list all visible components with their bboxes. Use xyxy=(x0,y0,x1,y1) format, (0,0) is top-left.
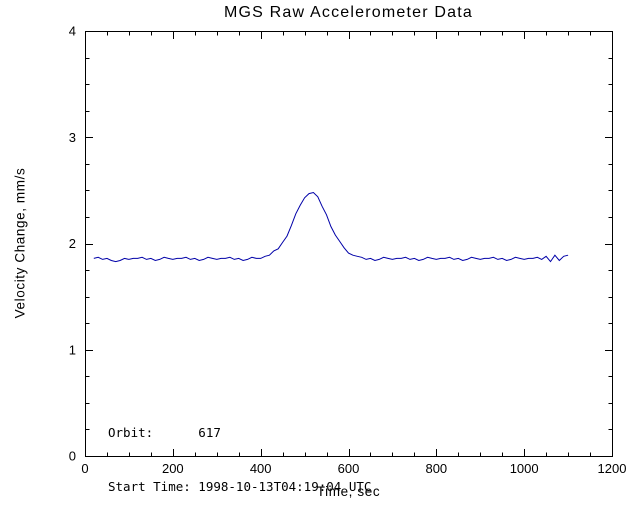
y-axis-label: Velocity Change, mm/s xyxy=(12,167,28,319)
annotations-block: Orbit: 617 Start Time: 1998-10-13T04:19:… xyxy=(108,388,371,512)
y-tick-label: 3 xyxy=(69,130,76,145)
x-tick-label: 1200 xyxy=(598,461,627,476)
y-tick-label: 1 xyxy=(69,342,76,357)
data-line xyxy=(93,191,569,263)
orbit-annotation: Orbit: 617 xyxy=(108,425,221,440)
x-tick-label: 800 xyxy=(425,461,447,476)
x-axis-label: Time, sec xyxy=(316,484,381,499)
y-tick-label: 0 xyxy=(69,449,76,464)
x-tick-label: 200 xyxy=(162,461,184,476)
chart-title: MGS Raw Accelerometer Data xyxy=(223,4,474,21)
start-time-annotation: Start Time: 1998-10-13T04:19:04 UTC xyxy=(108,479,372,494)
x-tick-label: 0 xyxy=(81,461,88,476)
y-tick-label: 4 xyxy=(69,24,76,39)
y-tick-label: 2 xyxy=(69,236,76,251)
x-tick-label: 1000 xyxy=(510,461,539,476)
plot-frame xyxy=(85,31,613,457)
x-tick-label: 400 xyxy=(250,461,272,476)
x-tick-label: 600 xyxy=(338,461,360,476)
